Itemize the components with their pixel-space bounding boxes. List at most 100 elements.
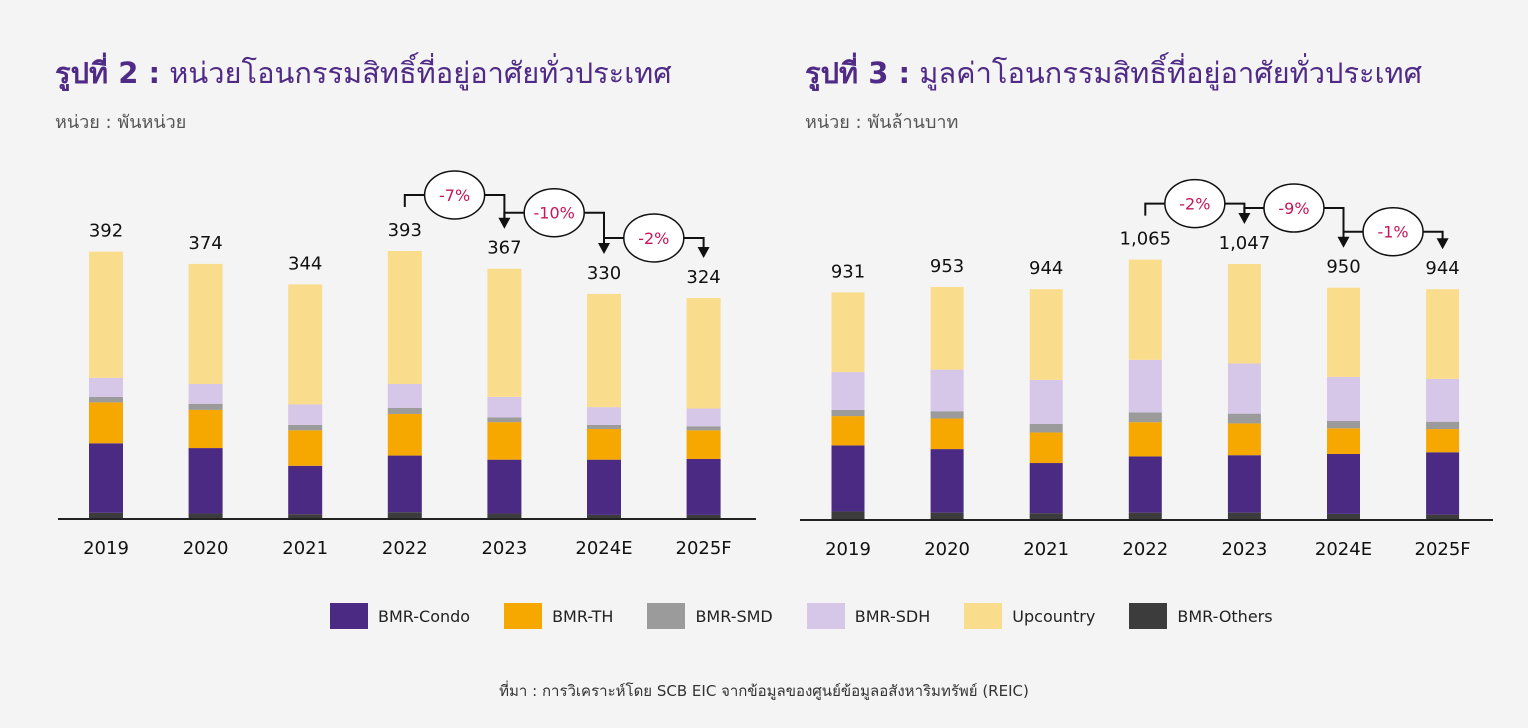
total-label: 330 bbox=[587, 263, 621, 284]
bar-segment-bmr-th bbox=[1426, 429, 1460, 453]
bar-segment-bmr-th bbox=[487, 422, 522, 460]
bar-segment-upcountry bbox=[686, 298, 721, 409]
x-tick-label: 2023 bbox=[1221, 539, 1267, 560]
bar-segment-upcountry bbox=[188, 263, 223, 384]
bar-segment-bmr-smd bbox=[930, 411, 964, 419]
bar-segment-bmr-smd bbox=[1128, 412, 1162, 423]
growth-label: -2% bbox=[638, 229, 669, 248]
legend: BMR-Condo BMR-TH BMR-SMD BMR-SDH Upcount… bbox=[330, 603, 1307, 629]
x-tick-label: 2021 bbox=[1023, 539, 1069, 560]
bar-segment-bmr-sdh bbox=[1426, 378, 1460, 422]
bar-segment-bmr-condo bbox=[487, 459, 522, 514]
chart-title-text: มูลค่าโอนกรรมสิทธิ์ที่อยู่อาศัยทั่วประเท… bbox=[919, 56, 1423, 90]
growth-label: -10% bbox=[534, 204, 575, 223]
x-tick-label: 2019 bbox=[83, 538, 129, 559]
bar-segment-bmr-sdh bbox=[1227, 363, 1261, 414]
x-tick-label: 2019 bbox=[825, 539, 871, 560]
legend-label: Upcountry bbox=[1012, 606, 1096, 626]
bar-segment-bmr-smd bbox=[387, 407, 422, 414]
bar-segment-upcountry bbox=[1327, 287, 1360, 377]
bar-segment-bmr-others bbox=[89, 512, 123, 519]
total-label: 324 bbox=[686, 267, 720, 288]
bar-segment-bmr-smd bbox=[89, 396, 123, 403]
bar-segment-upcountry bbox=[89, 251, 123, 378]
bar-segment-bmr-others bbox=[686, 514, 721, 519]
bar-segment-bmr-smd bbox=[1029, 423, 1063, 433]
total-label: 374 bbox=[188, 233, 222, 254]
bar-segment-upcountry bbox=[587, 293, 621, 408]
bar-segment-upcountry bbox=[831, 292, 865, 373]
legend-swatch bbox=[504, 603, 543, 629]
growth-bubble bbox=[423, 170, 486, 220]
legend-item: BMR-Condo bbox=[330, 603, 470, 629]
bar-segment-upcountry bbox=[387, 250, 422, 384]
bar-segment-bmr-smd bbox=[188, 403, 223, 410]
bar-segment-bmr-condo bbox=[1029, 463, 1063, 514]
bar-segment-bmr-sdh bbox=[89, 377, 123, 397]
growth-label: -2% bbox=[1179, 195, 1210, 214]
bar-segment-bmr-th bbox=[188, 409, 223, 449]
bar-segment-bmr-condo bbox=[1227, 455, 1261, 513]
legend-item: BMR-Others bbox=[1129, 603, 1273, 629]
legend-item: BMR-SMD bbox=[647, 603, 773, 629]
bar-segment-bmr-others bbox=[1327, 513, 1360, 520]
chart-title-units: รูปที่ 2 : หน่วยโอนกรรมสิทธิ์ที่อยู่อาศั… bbox=[55, 50, 672, 96]
x-tick-label: 2024E bbox=[575, 538, 632, 559]
legend-item: Upcountry bbox=[964, 603, 1095, 629]
bar-segment-bmr-condo bbox=[930, 449, 964, 513]
bar-segment-bmr-th bbox=[1327, 428, 1360, 454]
legend-label: BMR-Others bbox=[1177, 606, 1273, 626]
bar-segment-bmr-sdh bbox=[1029, 379, 1063, 424]
bar-segment-upcountry bbox=[288, 284, 323, 405]
bar-segment-bmr-th bbox=[1128, 422, 1162, 457]
bar-segment-bmr-condo bbox=[1327, 453, 1360, 514]
bar-segment-bmr-sdh bbox=[487, 396, 522, 418]
bar-segment-bmr-condo bbox=[1128, 456, 1162, 513]
growth-bubble bbox=[1263, 183, 1325, 233]
bar-segment-bmr-condo bbox=[831, 445, 865, 512]
bar-segment-bmr-sdh bbox=[1128, 359, 1162, 413]
bar-segment-bmr-th bbox=[1029, 432, 1063, 464]
bar-segment-bmr-sdh bbox=[288, 404, 323, 425]
total-label: 1,047 bbox=[1219, 233, 1271, 254]
bar-segment-bmr-smd bbox=[487, 417, 522, 423]
bar-segment-bmr-smd bbox=[1227, 413, 1261, 424]
total-label: 944 bbox=[1425, 258, 1459, 279]
legend-label: BMR-Condo bbox=[378, 606, 471, 626]
x-tick-label: 2023 bbox=[481, 538, 527, 559]
total-label: 944 bbox=[1029, 258, 1063, 279]
growth-bubble bbox=[623, 213, 685, 263]
growth-arrowhead bbox=[1436, 238, 1449, 250]
legend-label: BMR-SMD bbox=[695, 606, 773, 626]
bar-segment-bmr-others bbox=[831, 511, 865, 520]
x-tick-label: 2021 bbox=[282, 538, 328, 559]
total-label: 931 bbox=[831, 261, 865, 282]
chart-unit-label: หน่วย : พันหน่วย bbox=[55, 112, 187, 133]
bar-segment-bmr-condo bbox=[686, 458, 721, 515]
chart-title-value: รูปที่ 3 : มูลค่าโอนกรรมสิทธิ์ที่อยู่อาศ… bbox=[805, 50, 1422, 96]
figure-number: รูปที่ 2 : bbox=[55, 56, 161, 90]
bar-segment-bmr-smd bbox=[587, 424, 621, 429]
legend-label: BMR-TH bbox=[552, 606, 614, 626]
bar-segment-bmr-condo bbox=[288, 465, 323, 515]
legend-swatch bbox=[330, 603, 368, 629]
bar-segment-bmr-sdh bbox=[188, 383, 223, 404]
growth-label: -1% bbox=[1377, 223, 1408, 242]
bar-segment-bmr-smd bbox=[831, 409, 865, 417]
growth-bubble bbox=[1362, 206, 1424, 257]
chart-unit-label: หน่วย : พันล้านบาท bbox=[805, 112, 959, 133]
total-label: 950 bbox=[1326, 257, 1360, 278]
bar-segment-bmr-th bbox=[831, 416, 865, 446]
growth-label: -7% bbox=[439, 186, 470, 205]
growth-bubble bbox=[1164, 178, 1226, 229]
bar-segment-bmr-th bbox=[587, 428, 621, 460]
legend-swatch bbox=[806, 603, 845, 629]
bar-segment-bmr-smd bbox=[686, 426, 721, 431]
growth-bubble bbox=[523, 187, 585, 238]
total-label: 344 bbox=[288, 253, 322, 274]
bar-segment-bmr-sdh bbox=[1327, 376, 1360, 421]
bar-segment-upcountry bbox=[1128, 259, 1162, 360]
bar-segment-upcountry bbox=[1029, 289, 1063, 380]
bar-segment-bmr-others bbox=[487, 513, 522, 519]
x-tick-label: 2025F bbox=[1415, 539, 1471, 560]
